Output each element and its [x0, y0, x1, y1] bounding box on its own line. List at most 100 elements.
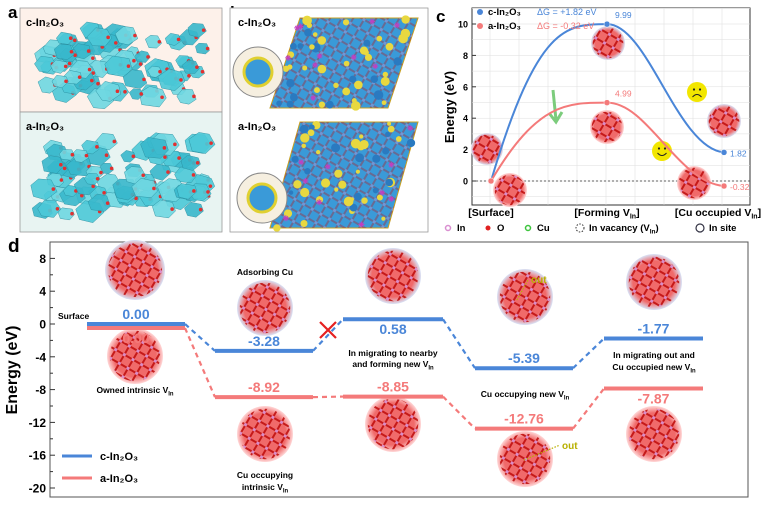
- oxygen-atom: [69, 49, 74, 54]
- structure-image-lattice: [628, 408, 680, 460]
- data-point: [603, 99, 611, 106]
- atom-key: In O Cu In vacancy (VIn) In site: [444, 223, 736, 236]
- energy-levels: 0.00 -3.28 0.58 -5.39 -1.77 0.00 -8.92 -8.85 -12…: [87, 306, 703, 431]
- oxygen-atom: [170, 207, 174, 211]
- cu-star-icon: [324, 163, 331, 170]
- charge-blob: [317, 64, 327, 74]
- structure-image-lattice: [239, 408, 291, 460]
- in-o-polyhedron: [95, 133, 118, 151]
- legend-marker: [477, 23, 483, 29]
- charge-blob: [349, 197, 355, 202]
- charge-blob: [342, 87, 351, 96]
- oxygen-atom: [73, 53, 77, 58]
- oxygen-atom: [132, 58, 136, 63]
- charge-blob: [276, 100, 282, 107]
- oxygen-atom: [195, 161, 200, 165]
- charge-blob: [304, 167, 311, 175]
- cu-star-icon: [369, 18, 376, 25]
- annotation-out: out: [562, 441, 578, 452]
- in-o-polyhedron: [184, 201, 204, 218]
- curves: 9.99 1.82 4.99 -0.32: [471, 10, 750, 207]
- panel-a-bottom-label: a-In₂O₃: [26, 121, 64, 133]
- oxygen-atom: [114, 41, 118, 45]
- panel-label-d: d: [8, 236, 20, 257]
- oxygen-atom: [84, 153, 89, 158]
- annotation-cu-occupying-new-vin: Cu occupying new VIn: [481, 389, 570, 402]
- charge-blob: [349, 203, 358, 212]
- panel-b: c-In₂O₃ a-In₂O₃: [229, 7, 429, 233]
- oxygen-atom: [179, 78, 183, 82]
- oxygen-atom: [201, 28, 206, 32]
- charge-blob: [331, 143, 341, 153]
- oxygen-atom: [102, 190, 106, 195]
- oxygen-atom: [55, 207, 60, 211]
- annotation-cu-occupied-new-vin: Cu occupied new VIn: [612, 362, 696, 375]
- in-o-polyhedron: [147, 65, 163, 78]
- charge-blob: [357, 142, 365, 151]
- charge-blob: [304, 28, 312, 37]
- in-o-polyhedron: [37, 200, 62, 218]
- oxygen-atom: [96, 81, 100, 86]
- y-tick-label: 0: [463, 177, 468, 187]
- annotation-cu-occupying-new-vin-subscript: In: [564, 396, 570, 402]
- in-o-polyhedron: [152, 199, 176, 219]
- oxygen-atom: [51, 187, 56, 191]
- in-o-polyhedron: [131, 178, 158, 198]
- cu-star-icon: [372, 63, 379, 70]
- in-site-icon: [695, 223, 705, 233]
- cu-star-icon: [302, 177, 309, 184]
- charge-blob: [293, 180, 302, 189]
- in-o-polyhedron: [195, 42, 210, 55]
- charge-blob: [300, 133, 310, 143]
- structure-image-lattice: [109, 330, 161, 382]
- in-o-polyhedron: [135, 50, 151, 63]
- x-category-close: ]: [758, 207, 762, 219]
- oxygen-atom: [209, 141, 213, 145]
- charge-blob: [385, 42, 394, 51]
- in-o-polyhedron: [34, 55, 57, 73]
- in-o-polyhedron: [51, 75, 69, 89]
- oxygen-atom: [70, 152, 75, 157]
- data-point: [720, 182, 728, 190]
- charge-blob: [359, 46, 369, 55]
- panel-a-top-label: c-In₂O₃: [26, 17, 64, 29]
- annotation-owned-intrinsic-vin: Owned intrinsic VIn: [96, 385, 173, 398]
- oxygen-atom: [157, 40, 162, 44]
- charge-blob: [354, 80, 363, 90]
- x-category-label: [Forming VIn]: [574, 207, 639, 221]
- energy-value-label: 0.00: [122, 306, 149, 322]
- cu-star-icon: [285, 54, 292, 61]
- legend-label: c-In₂O₃: [488, 7, 521, 18]
- out-arrow: [516, 279, 529, 301]
- happy-face-icon: [652, 141, 672, 161]
- charge-blob: [363, 39, 371, 47]
- in-o-polyhedron: [180, 155, 201, 171]
- oxygen-atom: [131, 154, 136, 159]
- key-label: In: [457, 223, 466, 234]
- oxygen-atom: [105, 201, 110, 205]
- energy-value-label: -5.39: [508, 350, 540, 366]
- key-label: O: [497, 223, 504, 234]
- annotation-in-migrating-out: In migrating out and: [613, 350, 695, 360]
- oxygen-atom: [91, 184, 95, 189]
- oxygen-atom: [158, 69, 162, 74]
- cu-star-icon: [350, 54, 357, 61]
- charge-blob: [334, 187, 339, 192]
- key-label-subscript: In: [650, 229, 656, 236]
- annotation-adsorbing-cu: Adsorbing Cu: [237, 267, 293, 277]
- charge-blob: [372, 154, 381, 163]
- annotation-forming-new-vin: and forming new VIn: [352, 359, 434, 372]
- oxygen-atom: [138, 62, 143, 66]
- in-o-polyhedron: [114, 26, 139, 46]
- annotation-out: out: [531, 275, 547, 286]
- charge-blob: [381, 100, 387, 106]
- oxygen-atom: [141, 173, 146, 178]
- panel-label-a: a: [8, 3, 18, 22]
- o-atom-icon: [485, 225, 491, 231]
- cu-star-icon: [388, 195, 395, 202]
- oxygen-atom: [173, 142, 177, 147]
- charge-blob: [283, 209, 293, 218]
- y-tick-label: 0: [39, 318, 46, 332]
- charge-blob: [302, 65, 308, 71]
- oxygen-atom: [146, 55, 150, 59]
